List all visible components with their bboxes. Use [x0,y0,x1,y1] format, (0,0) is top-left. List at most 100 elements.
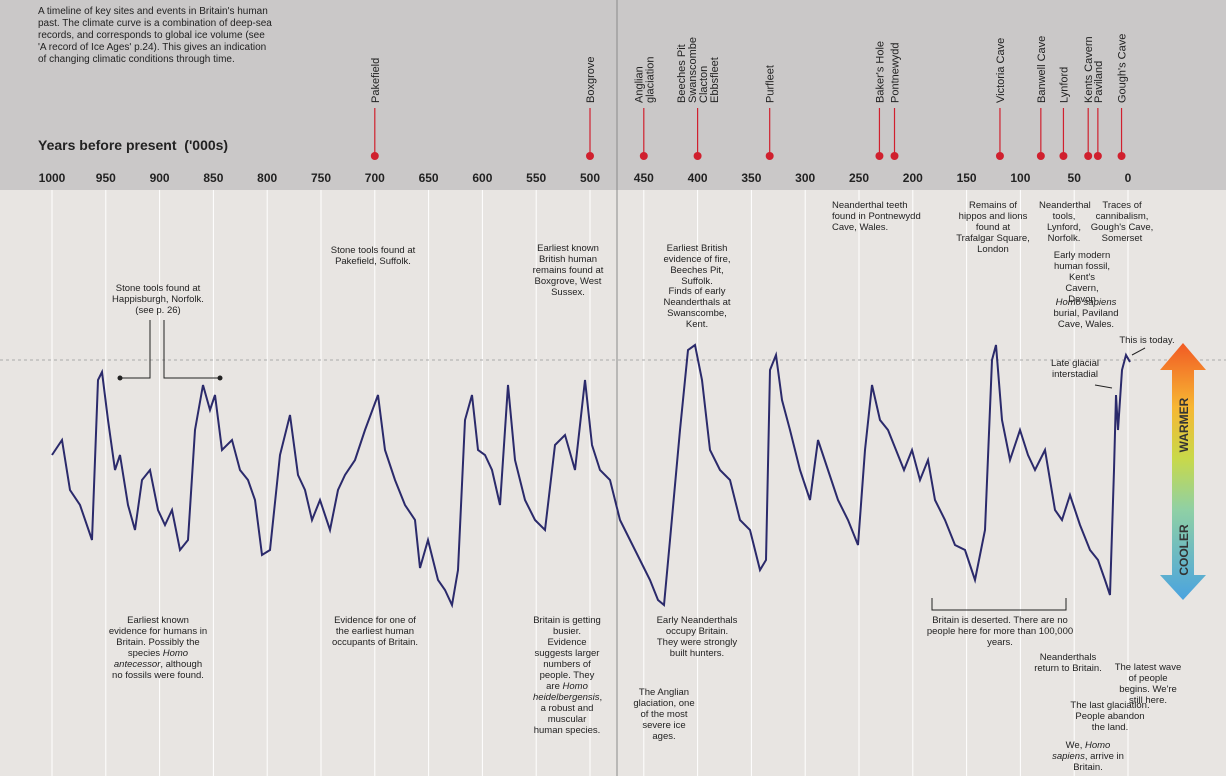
site-label: Ebbsfleet [709,57,721,103]
site-label: glaciation [644,57,656,103]
annotation-text: Homo sapiens [1052,740,1111,762]
axis-title-text: Years before present [38,137,177,153]
tick-label: 200 [903,171,923,185]
site-label: Pakefield [370,58,382,103]
annotation: Stone tools found at Happisburgh, Norfol… [103,283,213,316]
annotation: Britain is deserted. There are no people… [920,615,1080,648]
annotation: Remains of hippos and lions found at Tra… [956,200,1030,255]
annotation: Neanderthals return to Britain. [1033,652,1103,674]
site-dot [995,152,1004,160]
site-label: Boxgrove [585,57,597,103]
site-dot [875,152,884,160]
tick-label: 550 [526,171,546,185]
annotation: Finds of early Neanderthals at Swanscomb… [657,286,737,330]
annotation-text: , although no fossils were found. [112,659,204,681]
climate-arrow [1160,343,1206,600]
site-dot [370,152,379,160]
tick-label: 700 [365,171,385,185]
annotation-text: Evidence for one of the earliest human o… [331,615,419,648]
annotation-text: Britain is getting busier. Evidence sugg… [533,615,601,692]
tick-label: 0 [1125,171,1132,185]
annotation: Homo sapiens burial, Paviland Cave, Wale… [1053,297,1119,330]
site-dot [1117,152,1126,160]
site-label: Baker's Hole [874,41,886,103]
annotation: Earliest British evidence of fire, Beech… [654,243,740,287]
site-dot [1084,152,1093,160]
site-dot [1059,152,1068,160]
tick-label: 850 [203,171,223,185]
annotation-text: burial, Paviland Cave, Wales. [1053,308,1119,330]
annotation-text: The Anglian glaciation, one of the most … [633,687,695,742]
annotation: Stone tools found at Pakefield, Suffolk. [328,245,418,267]
annotation-text: Neanderthal tools, Lynford, Norfolk. [1039,200,1091,244]
tick-label: 50 [1068,171,1082,185]
climate-curve [51,343,1131,609]
annotation-text: Earliest known British human remains fou… [532,243,604,298]
annotation-text: Remains of hippos and lions found at Tra… [956,200,1030,255]
axis-unit: ('000s) [184,137,229,153]
annotation-text: Finds of early Neanderthals at Swanscomb… [663,286,731,330]
annotation-text: Neanderthals return to Britain. [1034,652,1102,674]
site-label: Clacton [698,66,710,103]
bracket-end [217,375,223,381]
annotation-text: Homo antecessor [113,648,189,670]
annotation-text: Late glacial interstadial [1050,358,1100,380]
tick-label: 600 [472,171,492,185]
tick-label: 400 [688,171,708,185]
annotation: Traces of cannibalism, Gough's Cave, Som… [1087,200,1157,244]
annotation: This is today. [1112,335,1182,346]
site-label: Victoria Cave [995,38,1007,103]
site-label: Lynford [1058,67,1070,103]
annotation-text: Stone tools found at Pakefield, Suffolk. [330,245,416,267]
site-dot [639,152,648,160]
tick-label: 650 [419,171,439,185]
site-label: Pontnewydd [890,42,902,103]
annotation-text: Homo heidelbergensis [533,681,600,703]
intro-line: A timeline of key sites and events in Br… [38,6,268,17]
annotation-text: This is today. [1119,335,1175,346]
tick-label: 450 [634,171,654,185]
intro-line: 'A record of Ice Ages' p.24). This gives… [38,42,267,53]
annotation-text: Earliest British evidence of fire, Beech… [663,243,731,287]
annotation-text: , a robust and muscular human species. [533,692,603,736]
annotation: Neanderthal teeth found in Pontnewydd Ca… [832,200,932,233]
site-dot [1093,152,1102,160]
brackets [120,320,1146,611]
annotation-text: Britain is deserted. There are no people… [926,615,1074,648]
tick-label: 100 [1010,171,1030,185]
annotation: We, Homo sapiens, arrive in Britain. [1048,740,1128,773]
annotation: Early modern human fossil, Kent's Cavern… [1052,250,1112,305]
tick-label: 900 [150,171,170,185]
annotation-text: Stone tools found at Happisburgh, Norfol… [112,283,204,316]
site-dot [693,152,702,160]
annotation: Earliest known British human remains fou… [532,243,604,298]
site-label: Beeches Pit [676,44,688,103]
header-band [0,0,1226,190]
annotation: The latest wave of people begins. We're … [1112,662,1184,706]
annotation-text: Earliest known evidence for humans in Br… [108,615,208,659]
axis-title: Years before present ('000s) [38,137,228,153]
tick-label: 300 [795,171,815,185]
annotation: The Anglian glaciation, one of the most … [632,687,696,742]
site-label: Swanscombe [687,37,699,103]
tick-label: 750 [311,171,331,185]
tick-label: 500 [580,171,600,185]
annotation-text: Homo sapiens [1055,297,1117,308]
annotation: Evidence for one of the earliest human o… [330,615,420,648]
tick-label: 1000 [39,171,66,185]
annotation-text: Neanderthal teeth found in Pontnewydd Ca… [832,200,921,233]
intro: A timeline of key sites and events in Br… [38,6,272,66]
annotation-text: We, [1065,740,1085,751]
legend-cool: COOLER [1177,524,1191,576]
intro-line: records, and corresponds to global ice v… [38,30,265,41]
annotation: Neanderthal tools, Lynford, Norfolk. [1039,200,1091,244]
site-label: Gough's Cave [1117,34,1129,103]
annotation: Late glacial interstadial [1050,358,1100,380]
tick-label: 950 [96,171,116,185]
site-dot [586,152,594,160]
tick-label: 800 [257,171,277,185]
annotation-text: The last glaciation. People abandon the … [1070,700,1150,733]
site-label: Paviland [1093,61,1105,103]
